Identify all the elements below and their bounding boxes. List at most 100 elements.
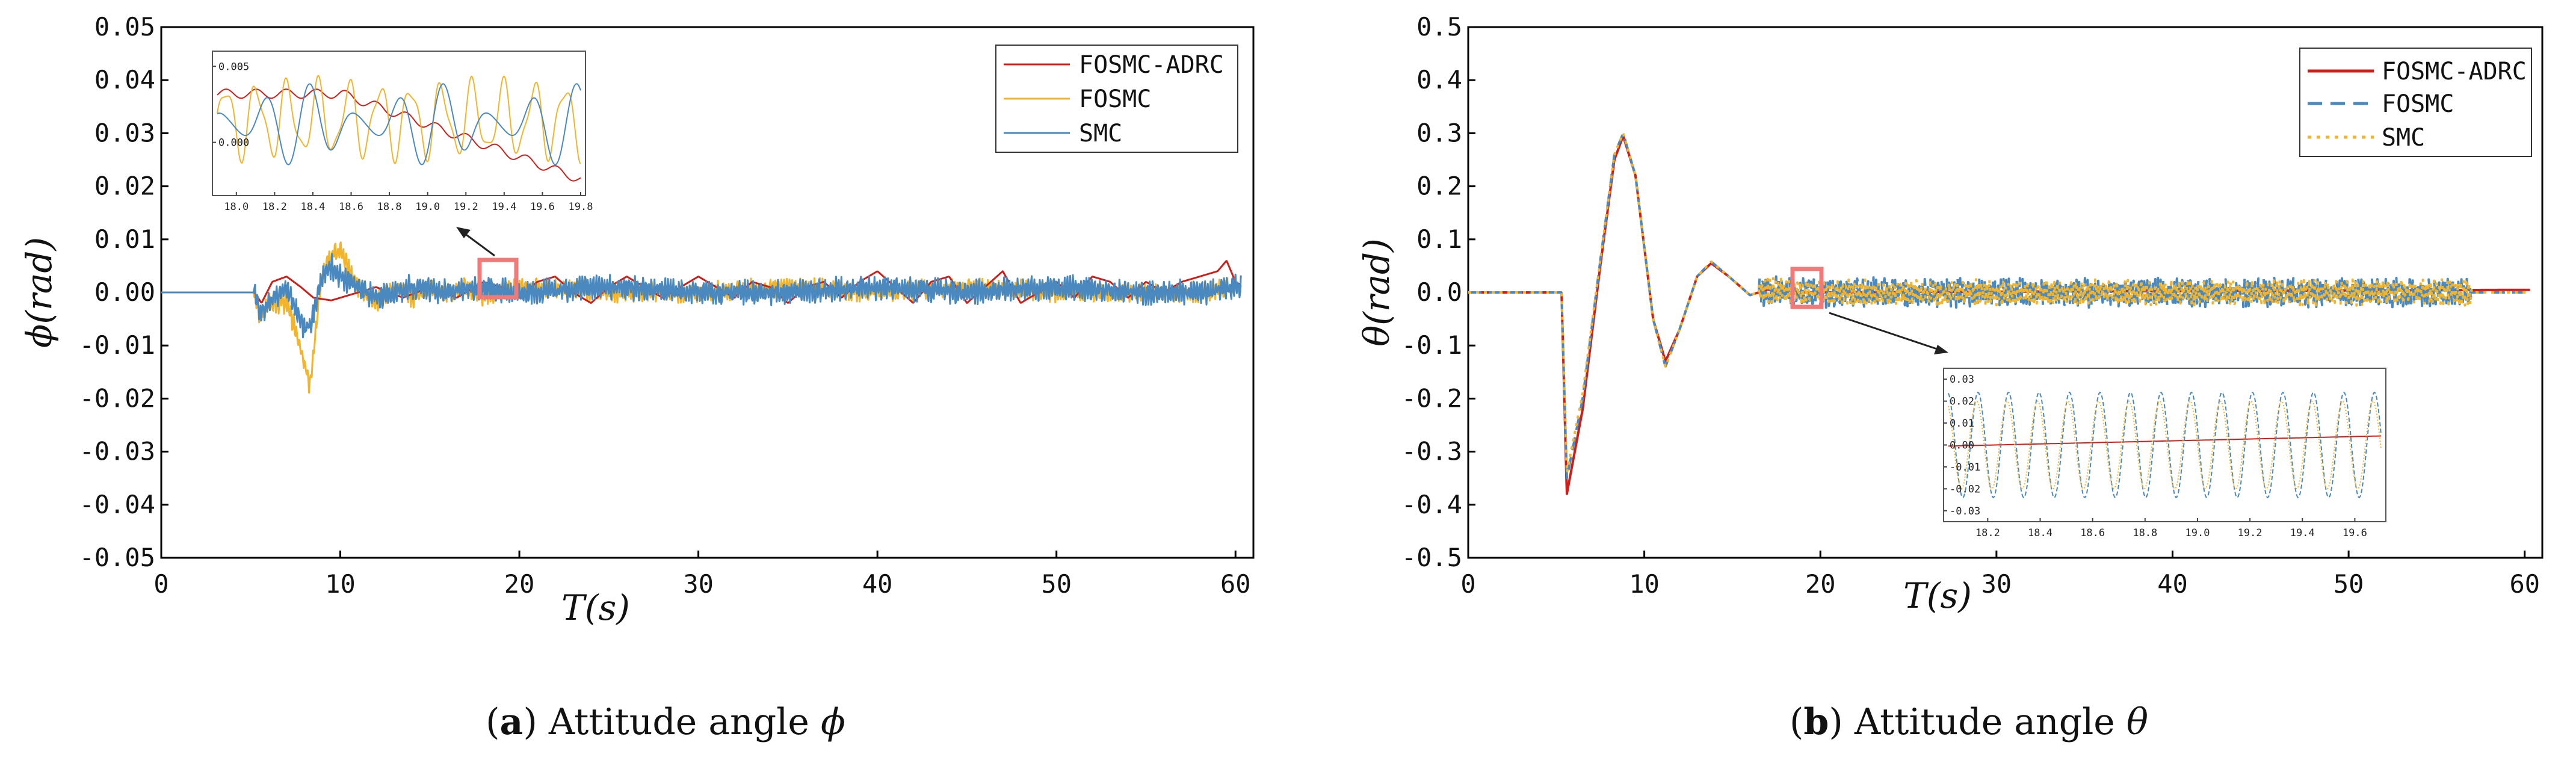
chart-a-x-tick-label: 50: [1041, 569, 1072, 599]
chart-b-inset-x-tick-label: 18.8: [2133, 527, 2157, 539]
chart-b-legend-fosmc: FOSMC: [2382, 90, 2454, 118]
chart-a-y-tick-label: 0.01: [94, 224, 155, 254]
chart-b-y-tick-label: 0.5: [1416, 12, 1462, 42]
chart-b-inset-y-tick-label: 0.02: [1950, 396, 1974, 408]
chart-b-y-label: θ(rad): [1356, 238, 1397, 347]
chart-a-inset-x-tick-label: 18.8: [377, 201, 402, 213]
chart-a-inset-x-tick-label: 19.4: [492, 201, 516, 213]
chart-b-y-tick-label: -0.4: [1401, 490, 1462, 519]
chart-b-y-tick-label: 0.1: [1416, 224, 1462, 254]
chart-b-inset-x-tick-label: 19.6: [2343, 527, 2367, 539]
chart-b-zoom-arrow: [1829, 312, 1941, 351]
chart-b-inset-y-tick-label: -0.01: [1950, 462, 1980, 474]
chart-b-y-tick-label: 0.4: [1416, 65, 1462, 94]
chart-a-inset-series-smc: [217, 83, 581, 165]
chart-a-x-label: T(s): [561, 587, 630, 628]
chart-a-y-label: ϕ(rad): [19, 237, 60, 348]
chart-b-zoom-arrowhead: [1934, 345, 1948, 354]
chart-b-inset-series: [1948, 391, 2382, 499]
chart-a-inset-ticks: 18.0 18.2 18.4 18.6 18.8 19.0 19.2 19.4 19.6 19.8…: [212, 61, 593, 213]
chart-b: 0.5 0.4 0.3 0.2 0.1 0.0 -0.1 -0.2 -0.3 -0.4 -0.5 0…: [1356, 12, 2544, 743]
chart-a-legend-smc: SMC: [1079, 120, 1122, 147]
chart-b-x-tick-label: 50: [2334, 569, 2364, 599]
chart-a-zoom-box: [477, 258, 519, 300]
chart-b-inset-series-fosmc-adrc: [1948, 435, 2381, 447]
chart-a-inset-series: [217, 75, 581, 182]
chart-b-inset-y-tick-label: 0.03: [1950, 374, 1974, 386]
chart-b-legend: FOSMC-ADRC FOSMC SMC: [2299, 48, 2532, 157]
chart-a-x-tick-label: 40: [862, 569, 893, 599]
chart-b-inset: 18.2 18.4 18.6 18.8 19.0 19.2 19.4 19.6 0.03 0.02…: [1943, 368, 2386, 539]
chart-b-inset-x-tick-label: 19.0: [2185, 527, 2210, 539]
chart-a-y-tick-label: 0.05: [94, 12, 155, 42]
chart-a-inset-x-tick-label: 18.6: [339, 201, 363, 213]
chart-b-zoom-box: [1790, 267, 1824, 309]
chart-b-y-tick-label: 0.2: [1416, 171, 1462, 201]
chart-a-series-smc: [161, 253, 1242, 339]
chart-b-inset-y-tick-label: -0.02: [1950, 483, 1980, 495]
chart-a-zoom-arrowhead: [456, 227, 471, 238]
chart-b-series-smc: [1467, 132, 2531, 474]
chart-a-inset-x-tick-label: 18.4: [300, 201, 325, 213]
chart-a-y-tick-label: -0.03: [79, 437, 155, 466]
chart-b-inset-series-smc: [1948, 400, 2382, 490]
chart-a-y-tick-label: -0.04: [79, 490, 155, 519]
chart-a: 0.05 0.04 0.03 0.02 0.01 0.00 -0.01 -0.02 -0.03 -…: [19, 12, 1255, 743]
chart-a-y-tick-label: 0.00: [94, 277, 155, 307]
chart-b-y-tick-label: -0.1: [1401, 330, 1462, 360]
chart-a-y-tick-label: 0.04: [94, 65, 155, 94]
chart-a-series: [161, 241, 1242, 394]
chart-a-y-tick-label: -0.01: [79, 330, 155, 360]
chart-a-caption: (a) Attitude angle ϕ: [486, 701, 845, 743]
chart-b-x-label: T(s): [1903, 575, 1972, 616]
chart-b-legend-fosmc-adrc: FOSMC-ADRC: [2382, 58, 2527, 85]
chart-a-x-tick-label: 60: [1220, 569, 1251, 599]
chart-b-y-tick-label: -0.2: [1401, 383, 1462, 413]
chart-a-y-ticks: 0.05 0.04 0.03 0.02 0.01 0.00 -0.01 -0.02 -0.03 -…: [79, 12, 168, 572]
chart-b-x-tick-label: 30: [1981, 569, 2012, 599]
chart-a-inset-series-fosmc: [217, 75, 581, 164]
chart-b-inset-x-tick-label: 18.2: [1975, 527, 2000, 539]
chart-a-inset-y-tick-label: 0.005: [218, 61, 249, 73]
chart-b-x-tick-label: 0: [1460, 569, 1475, 599]
chart-a-zoom-arrow: [462, 230, 495, 257]
chart-b-x-tick-label: 10: [1629, 569, 1660, 599]
chart-a-inset-x-tick-label: 18.0: [224, 201, 249, 213]
chart-b-y-tick-label: 0.0: [1416, 277, 1462, 307]
chart-b-x-tick-label: 60: [2509, 569, 2540, 599]
chart-a-legend-fosmc-adrc: FOSMC-ADRC: [1079, 51, 1224, 79]
chart-b-x-tick-label: 20: [1805, 569, 1836, 599]
chart-a-legend-fosmc: FOSMC: [1079, 85, 1151, 113]
chart-a-inset-series-fosmc-adrc: [217, 88, 581, 182]
chart-a-inset-x-tick-label: 19.0: [415, 201, 440, 213]
chart-a-x-tick-label: 20: [504, 569, 535, 599]
chart-b-inset-x-tick-label: 19.4: [2290, 527, 2315, 539]
chart-a-y-tick-label: -0.05: [79, 543, 155, 572]
chart-a-inset-x-tick-label: 19.6: [530, 201, 555, 213]
chart-b-caption: (b) Attitude angle θ: [1790, 701, 2148, 743]
chart-a-series-fosmc: [161, 241, 1242, 394]
chart-b-x-tick-label: 40: [2157, 569, 2188, 599]
chart-a-x-tick-label: 30: [683, 569, 714, 599]
chart-b-legend-smc: SMC: [2382, 124, 2425, 152]
chart-b-inset-x-tick-label: 18.6: [2080, 527, 2105, 539]
chart-b-inset-y-tick-label: 0.01: [1950, 418, 1974, 430]
chart-a-x-tick-label: 10: [325, 569, 356, 599]
chart-b-y-tick-label: -0.3: [1401, 437, 1462, 466]
chart-b-series: [1467, 132, 2531, 495]
chart-a-inset-x-tick-label: 19.8: [569, 201, 593, 213]
chart-b-x-ticks: 0 10 20 30 40 50 60: [1460, 551, 2540, 599]
chart-a-legend: FOSMC-ADRC FOSMC SMC: [995, 45, 1238, 153]
chart-b-y-tick-label: -0.5: [1401, 543, 1462, 572]
chart-b-y-tick-label: 0.3: [1416, 118, 1462, 147]
chart-a-x-ticks: 0 10 20 30 40 50 60: [153, 551, 1251, 599]
chart-a-inset-x-tick-label: 19.2: [454, 201, 478, 213]
chart-b-inset-x-tick-label: 18.4: [2028, 527, 2052, 539]
chart-a-inset-x-tick-label: 18.2: [262, 201, 287, 213]
chart-a-y-tick-label: -0.02: [79, 383, 155, 413]
chart-a-inset: 18.0 18.2 18.4 18.6 18.8 19.0 19.2 19.4 19.6 19.8…: [212, 51, 593, 213]
chart-b-y-ticks: 0.5 0.4 0.3 0.2 0.1 0.0 -0.1 -0.2 -0.3 -0.4 -0.5: [1401, 12, 1475, 572]
chart-b-inset-series-fosmc: [1948, 391, 2382, 499]
chart-a-y-tick-label: 0.03: [94, 118, 155, 147]
